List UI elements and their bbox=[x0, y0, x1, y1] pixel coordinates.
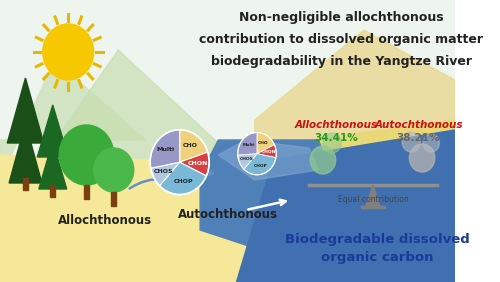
Wedge shape bbox=[160, 162, 206, 195]
Text: contribution to dissolved organic matter: contribution to dissolved organic matter bbox=[199, 34, 483, 47]
Text: Autochthonous: Autochthonous bbox=[374, 120, 462, 130]
Polygon shape bbox=[366, 185, 380, 207]
Wedge shape bbox=[150, 162, 180, 186]
Text: CHON: CHON bbox=[262, 150, 276, 154]
Wedge shape bbox=[238, 154, 257, 169]
Circle shape bbox=[410, 144, 435, 172]
Wedge shape bbox=[257, 133, 274, 154]
Polygon shape bbox=[28, 50, 236, 180]
Text: CHO: CHO bbox=[183, 143, 198, 148]
Bar bbox=[111, 192, 116, 206]
Wedge shape bbox=[180, 152, 209, 176]
Text: organic carbon: organic carbon bbox=[322, 252, 434, 265]
Circle shape bbox=[402, 132, 420, 152]
Text: CHOS: CHOS bbox=[154, 169, 174, 174]
Bar bbox=[22, 178, 28, 190]
Text: CHOS: CHOS bbox=[240, 157, 254, 161]
Wedge shape bbox=[244, 154, 276, 175]
Text: Autochthonous: Autochthonous bbox=[178, 208, 278, 221]
Text: Non-negligible allochthonous: Non-negligible allochthonous bbox=[239, 12, 444, 25]
Polygon shape bbox=[0, 60, 146, 180]
Text: CHO: CHO bbox=[258, 141, 268, 145]
Text: Allochthonous: Allochthonous bbox=[295, 120, 378, 130]
Circle shape bbox=[323, 133, 341, 153]
Text: 34.41%: 34.41% bbox=[314, 133, 358, 143]
Circle shape bbox=[423, 134, 440, 152]
Bar bbox=[84, 185, 89, 199]
Polygon shape bbox=[218, 140, 318, 180]
Polygon shape bbox=[39, 141, 66, 189]
Text: CHOP: CHOP bbox=[174, 179, 193, 184]
Polygon shape bbox=[254, 30, 455, 160]
Polygon shape bbox=[38, 105, 68, 157]
Circle shape bbox=[94, 148, 134, 192]
Polygon shape bbox=[310, 120, 455, 282]
Wedge shape bbox=[238, 133, 257, 155]
Circle shape bbox=[59, 125, 114, 185]
Polygon shape bbox=[200, 140, 355, 260]
Text: Biodegradable dissolved: Biodegradable dissolved bbox=[285, 233, 470, 246]
Text: Multi: Multi bbox=[242, 143, 255, 147]
Text: Allochthonous: Allochthonous bbox=[58, 213, 152, 226]
Polygon shape bbox=[9, 123, 42, 183]
Wedge shape bbox=[257, 145, 276, 158]
Circle shape bbox=[310, 146, 336, 174]
Text: Multi: Multi bbox=[156, 147, 174, 152]
Polygon shape bbox=[236, 130, 455, 282]
Text: Equal contribution: Equal contribution bbox=[338, 195, 408, 204]
Text: 38.21%: 38.21% bbox=[396, 133, 440, 143]
Wedge shape bbox=[180, 130, 208, 162]
Text: CHON: CHON bbox=[188, 161, 208, 166]
Bar bbox=[50, 185, 56, 197]
Circle shape bbox=[43, 24, 94, 80]
Polygon shape bbox=[8, 78, 44, 143]
Polygon shape bbox=[0, 155, 282, 282]
Text: CHOP: CHOP bbox=[254, 164, 268, 168]
Wedge shape bbox=[150, 130, 180, 168]
Text: biodegradability in the Yangtze River: biodegradability in the Yangtze River bbox=[210, 56, 472, 69]
